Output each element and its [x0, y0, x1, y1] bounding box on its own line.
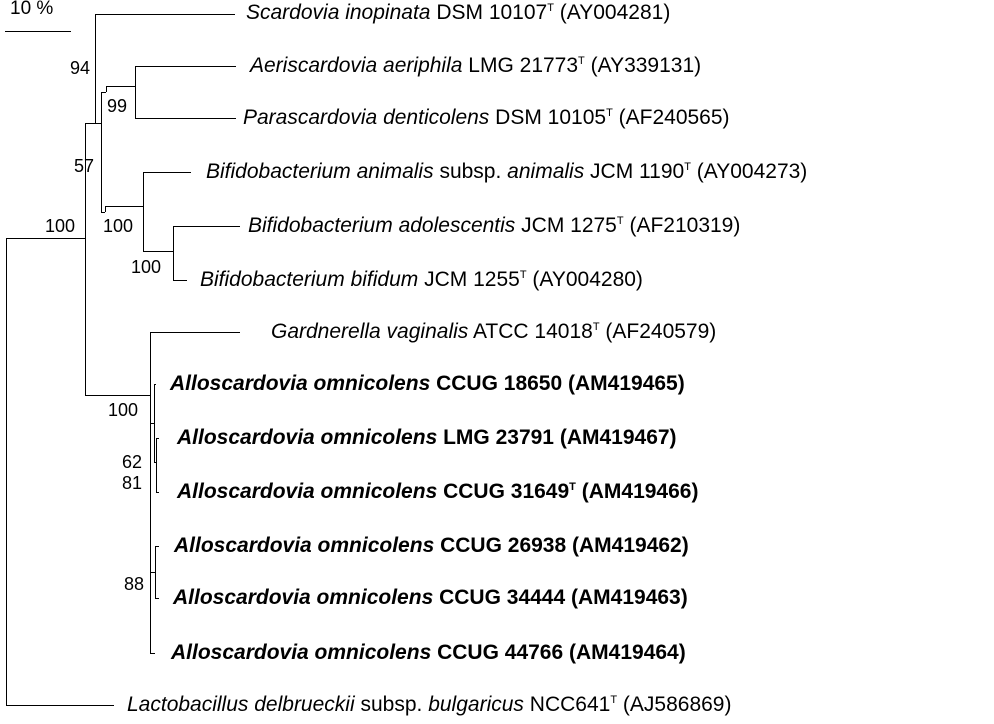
branch-node-100-ado-bif	[173, 226, 174, 280]
taxon-label: Alloscardovia omnicolens LMG 23791 (AM41…	[177, 426, 677, 449]
bootstrap-57: 57	[74, 156, 95, 176]
branch-node-100-gardnerella	[150, 332, 151, 653]
bootstrap-99: 99	[107, 96, 128, 116]
taxon-label: Gardnerella vaginalis ATCC 14018T (AF240…	[271, 320, 717, 343]
branch-node-94	[95, 14, 96, 123]
branch-ingroup	[85, 123, 86, 395]
branch-to-node-62	[154, 462, 156, 463]
taxon-label: Alloscardovia omnicolens CCUG 18650 (AM4…	[170, 372, 685, 395]
branch-scardovia	[95, 14, 235, 15]
branch-lactobacillus	[6, 705, 114, 706]
taxon-label: Parascardovia denticolens DSM 10105T (AF…	[243, 106, 730, 129]
taxon-label: Aeriscardovia aeriphila LMG 21773T (AY33…	[250, 54, 702, 77]
branch-aeriscardovia	[135, 66, 236, 67]
branch-allo-26938	[155, 546, 159, 547]
branch-allo-23791	[156, 438, 159, 439]
branch-allo-a	[154, 384, 155, 462]
branch-bif-adolescentis	[173, 226, 240, 227]
bootstrap-62: 62	[122, 452, 143, 472]
bootstrap-100-root: 100	[45, 216, 76, 236]
branch-to-node-88	[150, 572, 155, 573]
taxon-label: Alloscardovia omnicolens CCUG 31649T (AM…	[177, 480, 699, 503]
branch-allo-a-stem	[150, 423, 154, 424]
branch-to-node-99	[101, 92, 106, 93]
bootstrap-94: 94	[70, 58, 91, 78]
branch-node-62	[156, 438, 157, 492]
branch-node-88	[155, 546, 156, 598]
scale-bar	[5, 31, 71, 32]
branch-node-99	[106, 86, 107, 92]
branch-allo-44766	[150, 653, 155, 654]
branch-root	[6, 238, 7, 705]
branch-bifido-clade	[105, 206, 106, 212]
taxon-label: Alloscardovia omnicolens CCUG 34444 (AM4…	[173, 586, 688, 609]
taxon-label: Bifidobacterium bifidum JCM 1255T (AY004…	[200, 268, 643, 291]
branch-root-ingroup	[6, 238, 86, 239]
taxon-label: Scardovia inopinata DSM 10107T (AY004281…	[246, 1, 671, 24]
bootstrap-100-gardnerella: 100	[108, 400, 139, 420]
bootstrap-88: 88	[124, 574, 145, 594]
taxon-label: Lactobacillus delbrueckii subsp. bulgari…	[127, 693, 732, 716]
bootstrap-100-ado-bif: 100	[131, 257, 162, 277]
branch-node-57	[101, 92, 102, 212]
branch-to-node-100-gardnerella	[85, 395, 150, 396]
branch-bif-bifidum	[173, 280, 187, 281]
branch-to-node-100-ado-bif	[143, 251, 173, 252]
branch-aer-par	[135, 66, 136, 118]
branch-allo-31649	[156, 492, 159, 493]
bootstrap-81: 81	[122, 473, 143, 493]
bootstrap-100-bifido: 100	[103, 216, 134, 236]
branch-gardnerella	[150, 332, 240, 333]
branch-node-100-bifido	[143, 172, 144, 251]
taxon-label: Bifidobacterium animalis subsp. animalis…	[206, 160, 808, 183]
branch-allo-34444	[155, 598, 159, 599]
branch-allo-18650	[154, 384, 156, 385]
branch-to-node-100-bifido	[105, 206, 143, 207]
scale-bar-label: 10 %	[10, 0, 54, 19]
branch-parascardovia	[135, 118, 236, 119]
taxon-label: Alloscardovia omnicolens CCUG 44766 (AM4…	[171, 641, 686, 664]
branch-to-aer-par	[106, 86, 135, 87]
branch-to-node-94	[85, 123, 95, 124]
taxon-label: Alloscardovia omnicolens CCUG 26938 (AM4…	[174, 534, 689, 557]
branch-bif-animalis	[143, 172, 191, 173]
branch-to-node-57	[95, 123, 101, 124]
branch-to-bifido-clade	[101, 212, 105, 213]
taxon-label: Bifidobacterium adolescentis JCM 1275T (…	[248, 214, 741, 237]
